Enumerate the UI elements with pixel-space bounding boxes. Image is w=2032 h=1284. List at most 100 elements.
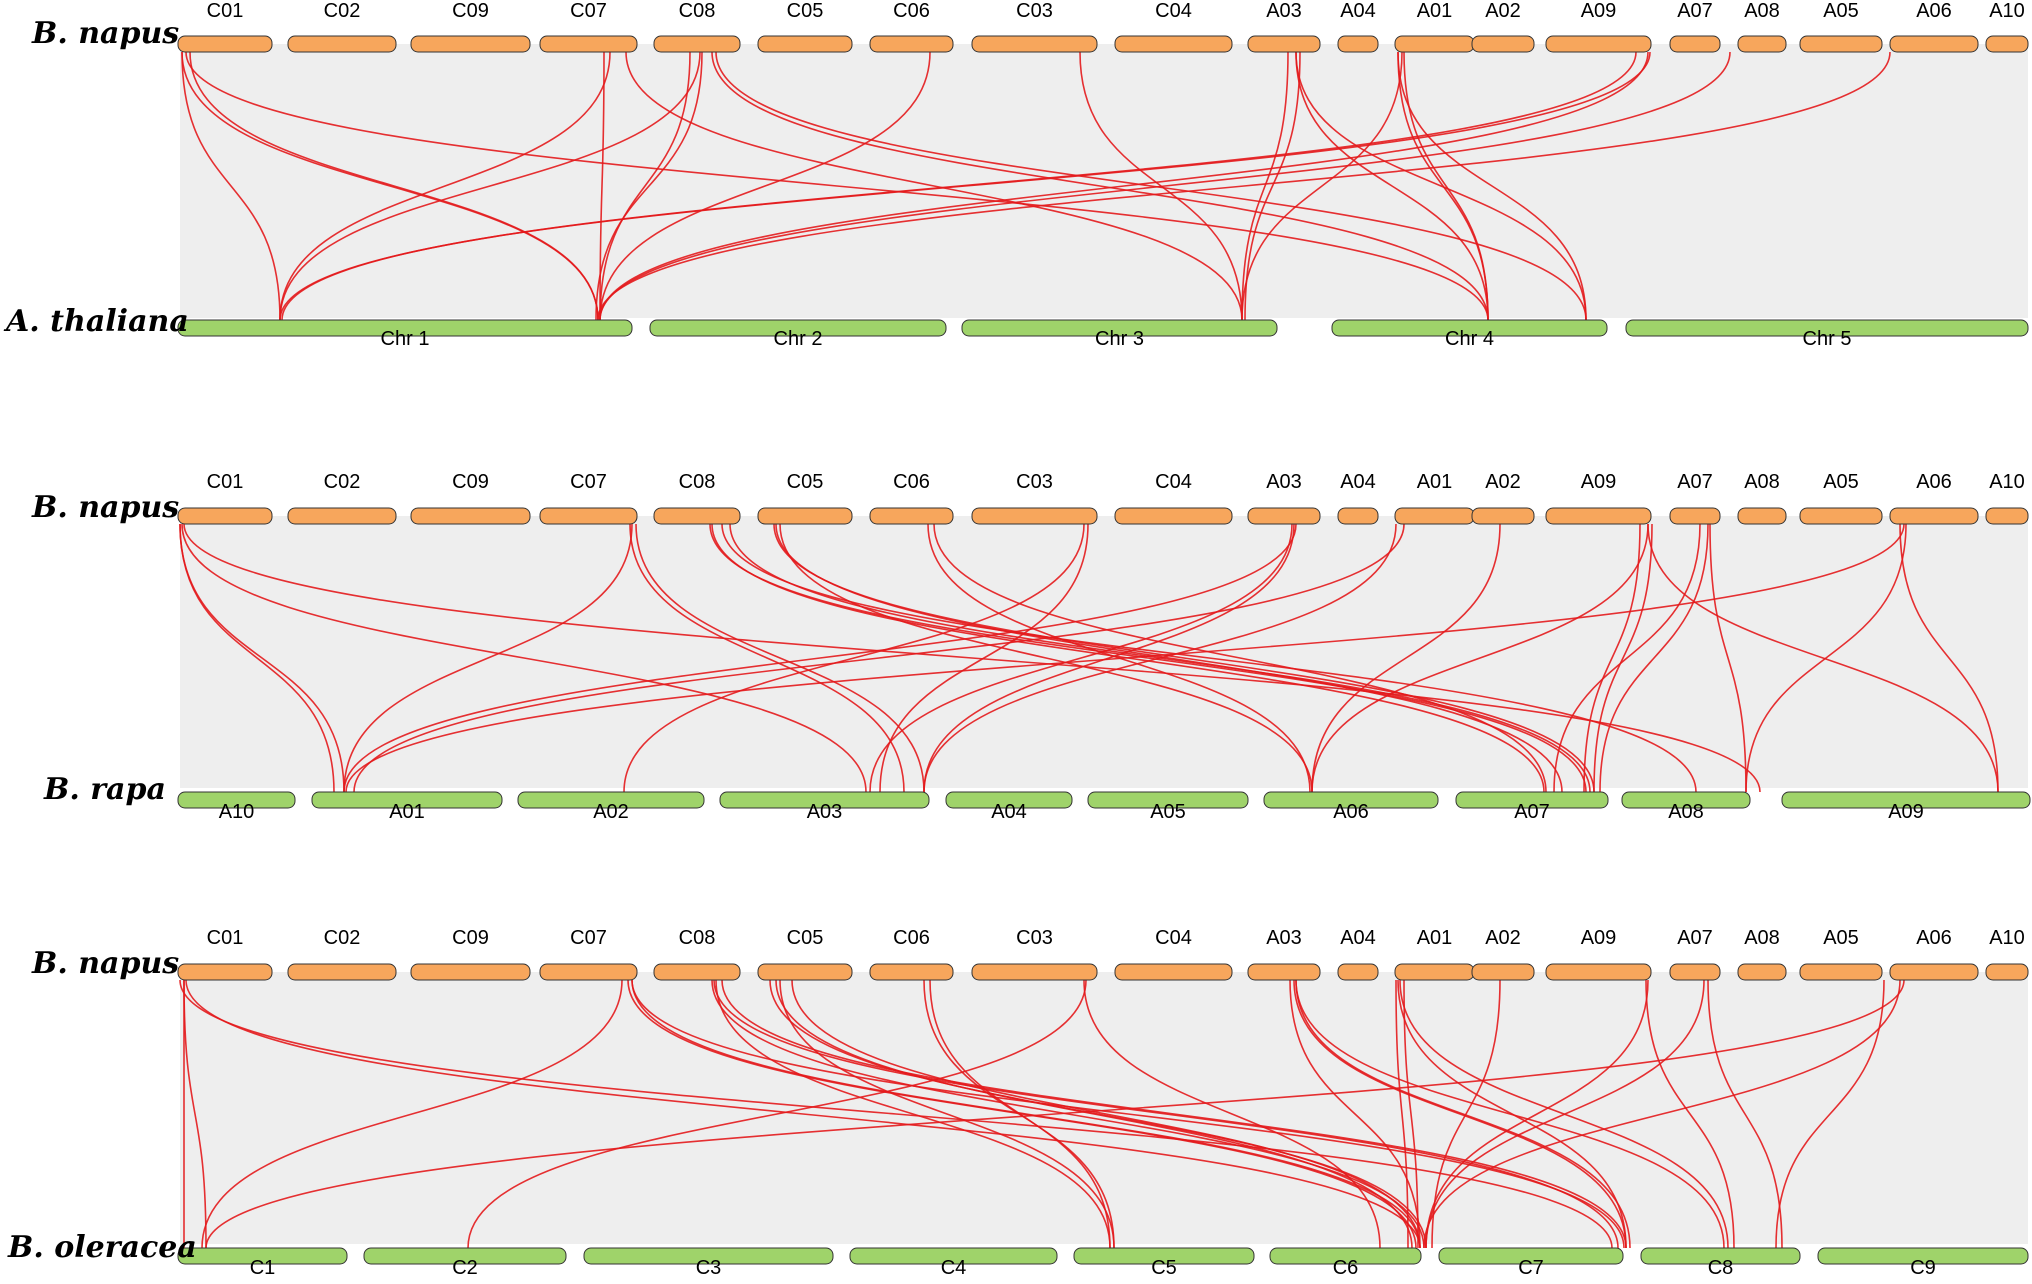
top-species-label: B. napus	[31, 490, 179, 525]
reference-chromosome-label: C2	[452, 1257, 478, 1279]
reference-chromosome-label: C1	[250, 1257, 276, 1279]
syntenic-link	[1241, 51, 1289, 321]
syntenic-link	[779, 523, 1313, 793]
napus-chromosome-label: C08	[679, 0, 716, 22]
reference-chromosome-chr-1	[177, 319, 633, 337]
napus-chromosome-label: A10	[1989, 471, 2025, 493]
napus-chromosome-label: A05	[1823, 927, 1859, 949]
reference-chromosome-label: A02	[593, 801, 629, 823]
napus-chromosome-label: C09	[452, 0, 489, 22]
reference-chromosome-a02	[517, 791, 705, 809]
oleracea-chromosome-row: C1 C2 C3 C4 C5 C6 C7 C8 C9	[177, 1247, 2029, 1279]
reference-chromosome-label: Chr 4	[1445, 328, 1494, 350]
syntenic-link	[205, 979, 1905, 1249]
napus-chromosome-c02	[287, 963, 397, 981]
syntenic-link	[879, 523, 1089, 793]
napus-chromosome-a01	[1394, 963, 1475, 981]
napus-chromosome-label: C08	[679, 471, 716, 493]
napus-chromosome-a05	[1799, 963, 1883, 981]
syntenic-link	[1431, 979, 1501, 1249]
syntenic-link	[1293, 979, 1627, 1249]
syntenic-link	[1425, 979, 1649, 1249]
syntenic-link	[1583, 523, 1641, 793]
reference-chromosome-label: C3	[696, 1257, 722, 1279]
syntenic-link	[711, 51, 1489, 321]
napus-chromosome-label: C02	[324, 0, 361, 22]
reference-chromosome-label: A05	[1150, 801, 1186, 823]
napus-chromosome-label: C01	[207, 471, 244, 493]
napus-chromosome-label: C03	[1016, 471, 1053, 493]
reference-chromosome-label: C7	[1518, 1257, 1544, 1279]
napus-chromosome-a02	[1471, 963, 1535, 981]
syntenic-link	[179, 523, 345, 793]
syntenic-link	[1241, 51, 1403, 321]
napus-chromosome-a03	[1247, 35, 1321, 53]
napus-chromosome-c01	[177, 35, 273, 53]
reference-chromosome-a01	[311, 791, 503, 809]
reference-chromosome-c3	[583, 1247, 834, 1265]
napus-chromosome-label: A05	[1823, 471, 1859, 493]
napus-chromosome-a06	[1889, 35, 1979, 53]
syntenic-link	[1083, 979, 1381, 1249]
reference-chromosome-c8	[1640, 1247, 1801, 1265]
napus-chromosome-c06	[869, 963, 954, 981]
napus-chromosome-c07	[539, 963, 638, 981]
napus-chromosome-c02	[287, 507, 397, 525]
napus-chromosome-a03	[1247, 507, 1321, 525]
napus-chromosome-c08	[653, 963, 741, 981]
reference-chromosome-a06	[1263, 791, 1439, 809]
napus-chromosome-label: A10	[1989, 0, 2025, 22]
syntenic-link	[1397, 979, 1627, 1249]
reference-chromosome-c6	[1269, 1247, 1422, 1265]
reference-chromosome-label: Chr 1	[381, 328, 430, 350]
napus-chromosome-label: A03	[1266, 0, 1302, 22]
reference-chromosome-a05	[1087, 791, 1249, 809]
top-species-label: B. napus	[31, 946, 179, 981]
napus-chromosome-a07	[1669, 963, 1721, 981]
syntenic-link	[1745, 523, 1907, 793]
syntenic-link	[635, 523, 925, 793]
syntenic-link	[923, 523, 1295, 793]
syntenic-link	[185, 979, 1421, 1249]
reference-chromosome-c9	[1817, 1247, 2029, 1265]
syntenic-link	[1775, 979, 1885, 1249]
syntenic-link	[1403, 51, 1489, 321]
syntenic-link	[181, 51, 281, 321]
background-links	[180, 972, 2028, 1244]
napus-chromosome-c05	[757, 963, 853, 981]
napus-chromosome-a08	[1737, 963, 1787, 981]
reference-chromosome-c2	[363, 1247, 567, 1265]
napus-chromosome-c09	[410, 507, 531, 525]
syntenic-link	[791, 979, 1421, 1249]
bottom-species-label: A. thaliana	[3, 304, 189, 339]
syntenic-link	[201, 979, 623, 1249]
napus-chromosome-label: A08	[1744, 0, 1780, 22]
reference-chromosome-c5	[1073, 1247, 1255, 1265]
napus-chromosome-c05	[757, 507, 853, 525]
napus-chromosome-a03	[1247, 963, 1321, 981]
reference-chromosome-label: C6	[1333, 1257, 1359, 1279]
napus-chromosome-label: C05	[787, 471, 824, 493]
napus-chromosome-label: C01	[207, 0, 244, 22]
syntenic-link	[713, 979, 1619, 1249]
syntenic-link	[929, 979, 1111, 1249]
reference-chromosome-label: A01	[389, 801, 425, 823]
reference-chromosome-label: C9	[1910, 1257, 1936, 1279]
syntenic-link	[599, 51, 1731, 321]
napus-chromosome-label: A08	[1744, 471, 1780, 493]
napus-chromosome-c07	[539, 507, 638, 525]
syntenic-link	[1425, 979, 1705, 1249]
syntenic-link	[715, 979, 1111, 1249]
reference-chromosome-a07	[1455, 791, 1609, 809]
syntenic-link	[185, 51, 1489, 321]
reference-chromosome-a03	[719, 791, 930, 809]
syntenic-link	[1423, 979, 1901, 1249]
syntenic-link	[1295, 979, 1631, 1249]
rapa-chromosome-row: A10 A01 A02 A03 A04 A05 A06 A07 A08 A09	[177, 791, 2031, 823]
syntenic-link	[1311, 523, 1501, 793]
syntenic-links	[179, 979, 1905, 1249]
napus-chromosome-a07	[1669, 507, 1721, 525]
syntenic-link	[279, 51, 701, 321]
syntenic-link	[343, 523, 633, 793]
napus-chromosome-label: C05	[787, 0, 824, 22]
